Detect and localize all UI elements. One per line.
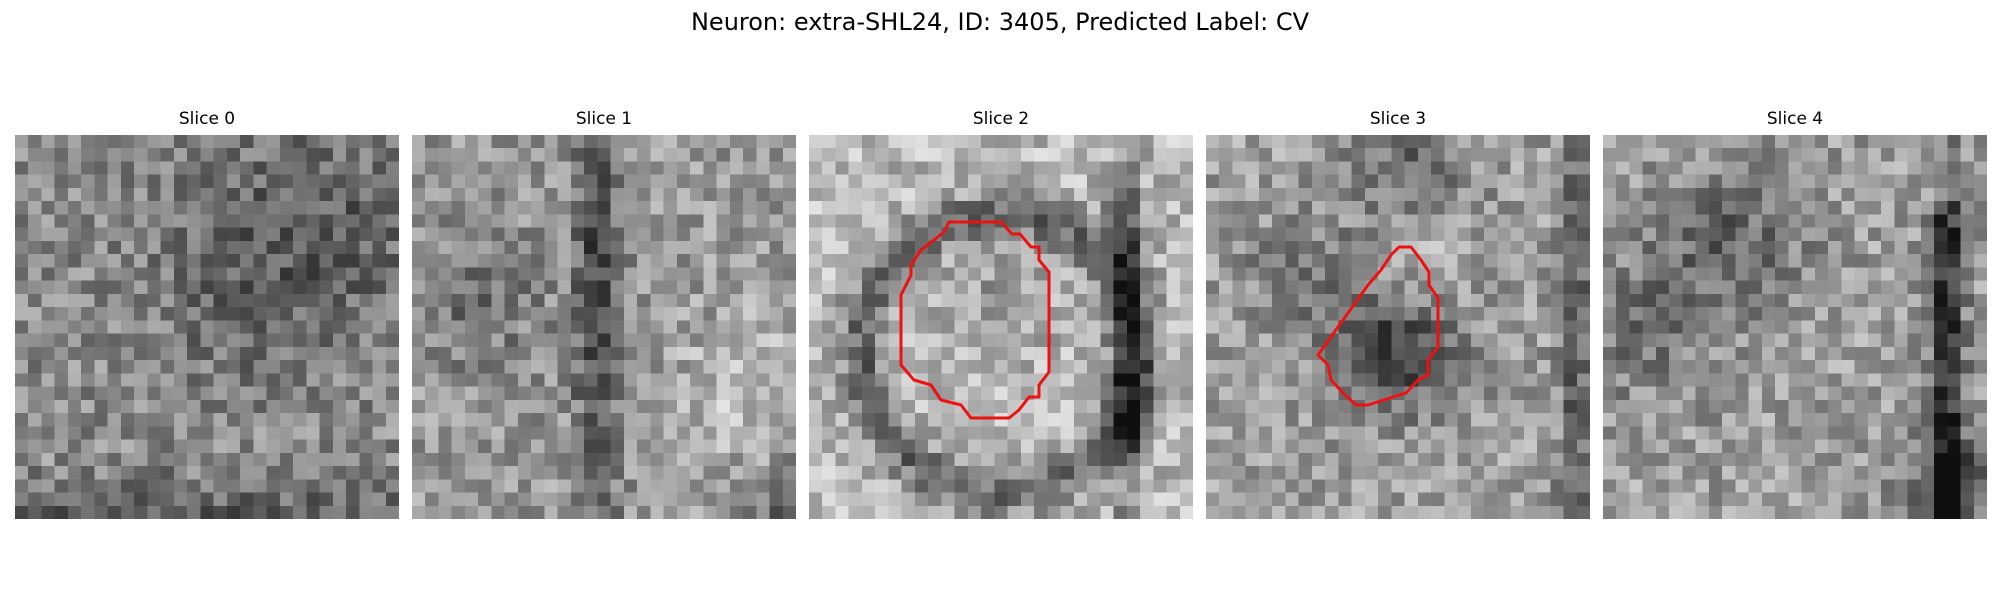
- slice-title: Slice 2: [809, 108, 1193, 130]
- slice-title: Slice 4: [1603, 108, 1987, 130]
- slice-image: [412, 135, 796, 519]
- slice-panel-1: Slice 1: [412, 108, 796, 130]
- slice-panel-4: Slice 4: [1603, 108, 1987, 130]
- slice-panel-3: Slice 3: [1206, 108, 1590, 130]
- slice-image: [809, 135, 1193, 519]
- slice-title: Slice 0: [15, 108, 399, 130]
- figure-title: Neuron: extra-SHL24, ID: 3405, Predicted…: [0, 6, 2000, 38]
- slice-panel-2: Slice 2: [809, 108, 1193, 130]
- slice-title: Slice 3: [1206, 108, 1590, 130]
- slice-image: [15, 135, 399, 519]
- slice-image: [1206, 135, 1590, 519]
- slice-panel-0: Slice 0: [15, 108, 399, 130]
- slice-title: Slice 1: [412, 108, 796, 130]
- slice-image: [1603, 135, 1987, 519]
